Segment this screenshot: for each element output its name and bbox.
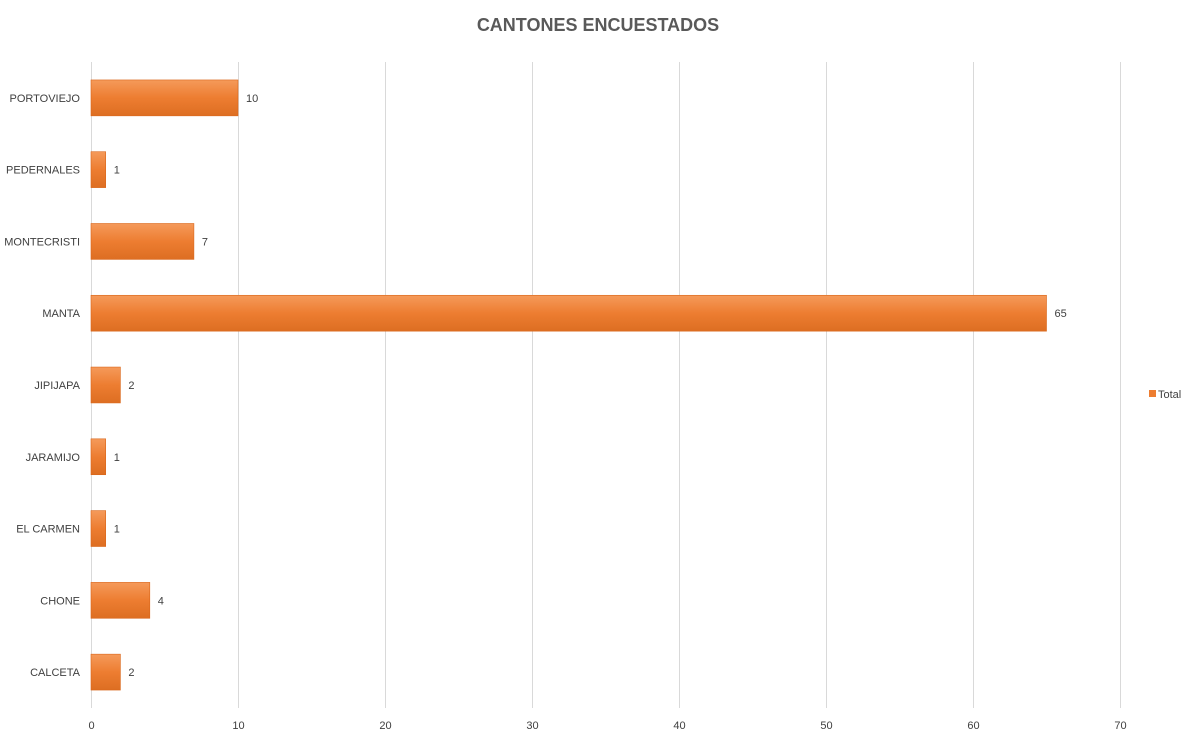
category-label: CHONE [40,595,80,607]
category-label: EL CARMEN [16,524,80,536]
data-label: 4 [158,595,164,607]
bar-manta [90,294,1047,332]
bar-pedernales [90,151,106,188]
legend-label-total: Total [1158,389,1181,401]
x-tick-label: 60 [967,720,979,731]
category-label: PORTOVIEJO [9,93,80,105]
category-label: MONTECRISTI [4,236,80,248]
gridlines [91,62,1121,708]
chart-title: CANTONES ENCUESTADOS [477,15,719,35]
bar-el-carmen [90,510,106,547]
category-label: CALCETA [30,667,81,679]
data-label: 7 [202,236,208,248]
data-label: 2 [128,667,134,679]
x-tick-label: 50 [820,720,832,731]
x-tick-label: 70 [1114,720,1126,731]
data-label: 1 [114,524,120,536]
bar-chone [90,582,151,619]
legend: Total [1149,389,1181,401]
x-tick-label: 0 [88,720,94,731]
data-label: 2 [128,380,134,392]
bar-jipijapa [90,366,121,404]
x-tick-label: 40 [673,720,685,731]
bar-montecristi [90,223,195,260]
bar-jaramijo [90,438,106,476]
x-tick-label: 30 [526,720,538,731]
category-label: JIPIJAPA [34,380,80,392]
bar-portoviejo [90,79,239,117]
legend-swatch [1149,390,1156,397]
bar-calceta [90,653,121,691]
x-tick-label: 10 [232,720,244,731]
category-label: JARAMIJO [26,452,81,464]
data-label: 1 [114,165,120,177]
bars [90,79,1047,691]
x-tick-label: 20 [379,720,391,731]
data-label: 10 [246,93,258,105]
data-label: 1 [114,452,120,464]
category-label: MANTA [42,308,80,320]
data-label: 65 [1055,308,1067,320]
labels: 0 10 20 30 40 50 60 70 10 PORTOVIEJO 1 PEDERNALES 7 M… [4,93,1126,731]
category-label: PEDERNALES [6,165,80,177]
